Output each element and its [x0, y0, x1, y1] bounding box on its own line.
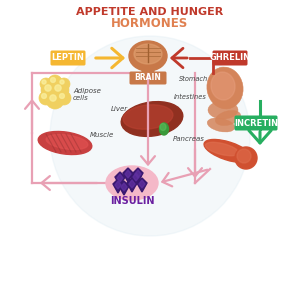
Text: Liver: Liver: [111, 106, 128, 112]
Polygon shape: [113, 179, 123, 193]
Ellipse shape: [129, 41, 167, 71]
Polygon shape: [125, 170, 131, 178]
Ellipse shape: [215, 110, 241, 126]
Ellipse shape: [160, 123, 169, 135]
Polygon shape: [135, 170, 141, 178]
Text: INSULIN: INSULIN: [110, 196, 154, 206]
Text: BRAIN: BRAIN: [135, 73, 161, 82]
Circle shape: [48, 75, 62, 89]
Text: GHRELIN: GHRELIN: [209, 54, 250, 63]
Polygon shape: [133, 168, 143, 182]
Polygon shape: [139, 180, 145, 188]
Ellipse shape: [134, 44, 162, 64]
Ellipse shape: [204, 139, 252, 163]
Ellipse shape: [121, 102, 183, 136]
Text: Pancreas: Pancreas: [173, 136, 205, 142]
FancyBboxPatch shape: [142, 58, 154, 73]
Polygon shape: [117, 174, 123, 182]
Circle shape: [50, 36, 250, 236]
Circle shape: [58, 78, 70, 90]
Circle shape: [39, 91, 53, 105]
Circle shape: [235, 147, 257, 169]
Ellipse shape: [123, 105, 173, 129]
Circle shape: [45, 85, 51, 91]
Polygon shape: [115, 181, 121, 189]
Circle shape: [59, 94, 64, 98]
Text: LEPTIN: LEPTIN: [52, 54, 84, 63]
Ellipse shape: [208, 101, 238, 119]
Ellipse shape: [211, 72, 235, 100]
FancyBboxPatch shape: [235, 116, 278, 131]
Text: Adipose
cells: Adipose cells: [73, 88, 101, 101]
Circle shape: [237, 149, 251, 163]
Text: Stomach: Stomach: [179, 76, 208, 82]
Ellipse shape: [160, 123, 166, 131]
Polygon shape: [115, 172, 125, 186]
Text: HORMONES: HORMONES: [111, 17, 189, 30]
Text: Muscle: Muscle: [90, 132, 114, 138]
Ellipse shape: [207, 67, 243, 109]
Polygon shape: [137, 178, 147, 192]
Circle shape: [50, 95, 56, 101]
Circle shape: [42, 80, 46, 84]
Circle shape: [41, 94, 46, 98]
Circle shape: [41, 81, 59, 99]
Ellipse shape: [106, 166, 158, 200]
Polygon shape: [119, 181, 129, 195]
Ellipse shape: [38, 132, 92, 154]
Text: INCRETIN: INCRETIN: [234, 119, 278, 128]
Text: APPETITE AND HUNGER: APPETITE AND HUNGER: [76, 7, 224, 17]
Circle shape: [46, 91, 64, 109]
Ellipse shape: [207, 118, 235, 132]
Polygon shape: [127, 178, 137, 192]
Circle shape: [57, 91, 71, 105]
Polygon shape: [133, 173, 139, 181]
FancyBboxPatch shape: [130, 72, 166, 85]
Ellipse shape: [46, 135, 88, 150]
Circle shape: [55, 85, 61, 91]
FancyBboxPatch shape: [50, 51, 86, 66]
Circle shape: [60, 80, 64, 84]
Polygon shape: [131, 171, 141, 185]
Circle shape: [51, 81, 69, 99]
Polygon shape: [129, 180, 135, 188]
Polygon shape: [123, 168, 133, 182]
Circle shape: [50, 78, 56, 82]
Circle shape: [40, 78, 52, 90]
FancyBboxPatch shape: [212, 51, 247, 66]
Text: Intestines: Intestines: [174, 94, 207, 100]
Ellipse shape: [206, 142, 239, 156]
Polygon shape: [121, 183, 127, 191]
